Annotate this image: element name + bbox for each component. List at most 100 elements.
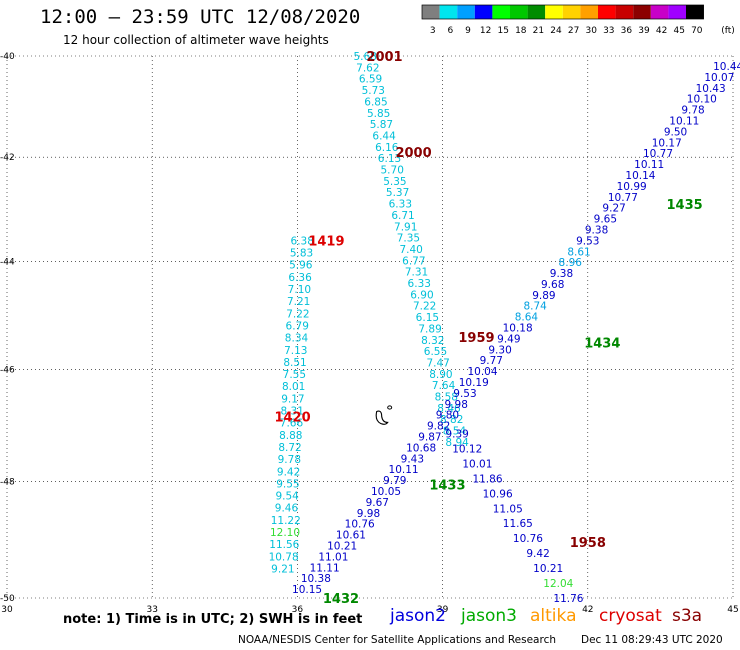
swh-value: 10.14: [625, 170, 655, 182]
swh-value: 8.54: [443, 426, 467, 438]
swh-value: 6.55: [424, 346, 447, 358]
swh-value: 6.90: [410, 289, 433, 301]
colorbar-label: 24: [550, 26, 562, 36]
colorbar-swatch: [527, 5, 546, 19]
swh-value: 9.80: [436, 410, 459, 422]
swh-value: 7.40: [399, 244, 422, 256]
colorbar-label: 36: [621, 26, 633, 36]
lon-tick-label: 39: [437, 605, 449, 615]
swh-value: 8.32: [421, 335, 444, 347]
colorbar-swatch: [439, 5, 458, 19]
swh-value: 5.37: [386, 187, 409, 199]
lat-tick-label: -40: [0, 52, 15, 62]
swh-value: 6.44: [372, 130, 396, 142]
colorbar-label: 27: [568, 26, 579, 36]
swh-value: 9.39: [445, 428, 468, 440]
swh-value: 7.55: [283, 369, 306, 381]
swh-value: 6.38: [291, 235, 314, 247]
colorbar-label: 45: [673, 26, 684, 36]
swh-value: 10.18: [503, 323, 533, 335]
swh-value: 5.83: [290, 248, 313, 260]
lon-tick-label: 33: [146, 605, 157, 615]
lon-tick-label: 45: [727, 605, 738, 615]
map-subtitle: 12 hour collection of altimeter wave hei…: [63, 33, 329, 47]
lat-tick-label: -42: [0, 153, 15, 163]
swh-value: 11.11: [310, 562, 340, 574]
swh-value: 9.49: [497, 333, 520, 345]
swh-value: 5.73: [362, 85, 385, 97]
colorbar-label: 33: [603, 26, 614, 36]
legend-altika: altika: [530, 606, 577, 626]
swh-value: 10.11: [389, 464, 419, 476]
swh-value: 12.04: [543, 578, 573, 590]
colorbar-swatch: [457, 5, 475, 19]
pass-time-label: 1958: [570, 536, 606, 551]
swh-value: 7.13: [284, 345, 307, 357]
colorbar-label: 42: [656, 26, 667, 36]
legend-cryosat: cryosat: [599, 606, 662, 626]
colorbar-swatch: [650, 5, 669, 19]
swh-value: 7.22: [413, 301, 436, 313]
swh-value: 9.78: [278, 454, 301, 466]
swh-value: 8.51: [283, 357, 306, 369]
swh-value: 10.44: [713, 61, 740, 73]
swh-value: 8.31: [281, 406, 304, 418]
altimeter-track: 6.385.835.966.367.107.217.226.798.347.13…: [269, 235, 314, 575]
swh-value: 7.21: [287, 296, 310, 308]
pass-time-label: 1434: [584, 336, 620, 351]
swh-value: 6.77: [402, 255, 425, 267]
colorbar-swatch: [510, 5, 528, 19]
swh-value: 9.38: [550, 268, 573, 280]
swh-value: 8.64: [515, 312, 539, 324]
swh-value: 7.66: [280, 418, 304, 430]
swh-value: 9.38: [585, 224, 608, 236]
legend-s3a: s3a: [672, 606, 703, 626]
swh-value: 9.54: [275, 491, 299, 503]
swh-value: 6.79: [286, 320, 309, 332]
swh-value: 9.27: [602, 203, 625, 215]
colorbar-swatch: [668, 5, 686, 19]
swh-value: 10.77: [643, 148, 673, 160]
swh-value: 8.01: [282, 381, 305, 393]
colorbar-label: 21: [533, 26, 544, 36]
swh-value: 9.42: [526, 548, 549, 560]
swh-value: 10.11: [634, 159, 664, 171]
swh-value: 9.53: [576, 235, 599, 247]
swh-value: 8.82: [440, 414, 463, 426]
swh-value: 10.43: [696, 83, 726, 95]
colorbar-label: 18: [515, 26, 527, 36]
swh-value: 11.86: [472, 473, 502, 485]
colorbar-label: 70: [691, 26, 703, 36]
swh-value: 8.88: [279, 430, 302, 442]
swh-value: 10.05: [371, 486, 401, 498]
swh-value: 5.85: [367, 108, 390, 120]
swh-value: 9.53: [453, 388, 476, 400]
swh-value: 11.56: [269, 539, 299, 551]
swh-value: 7.62: [356, 62, 379, 74]
swh-value: 11.01: [318, 551, 348, 563]
swh-value: 7.35: [397, 233, 420, 245]
swh-value: 10.21: [533, 563, 563, 575]
swh-value: 6.13: [378, 153, 401, 165]
swh-value: 9.30: [488, 344, 511, 356]
swh-value: 11.76: [553, 593, 583, 605]
swh-value: 10.76: [345, 519, 375, 531]
pass-time-label: 1419: [308, 234, 344, 249]
generated-timestamp: Dec 11 08:29:43 UTC 2020: [581, 634, 723, 646]
swh-value: 11.05: [493, 503, 523, 515]
swh-value: 11.65: [503, 518, 533, 530]
swh-value: 10.99: [617, 181, 647, 193]
swh-value: 6.85: [364, 96, 387, 108]
swh-value: 5.68: [353, 51, 376, 63]
colorbar-label: 30: [585, 26, 597, 36]
lon-tick-label: 30: [1, 605, 13, 615]
swh-value: 9.43: [401, 453, 424, 465]
swh-value: 10.76: [513, 533, 543, 545]
swh-value: 10.21: [327, 541, 357, 553]
swh-value: 9.50: [664, 126, 687, 138]
swh-value: 10.07: [704, 72, 734, 84]
colorbar-swatch: [545, 5, 563, 19]
swh-value: 5.87: [370, 119, 393, 131]
swh-value: 8.46: [437, 403, 461, 415]
colorbar-label: 39: [638, 26, 650, 36]
